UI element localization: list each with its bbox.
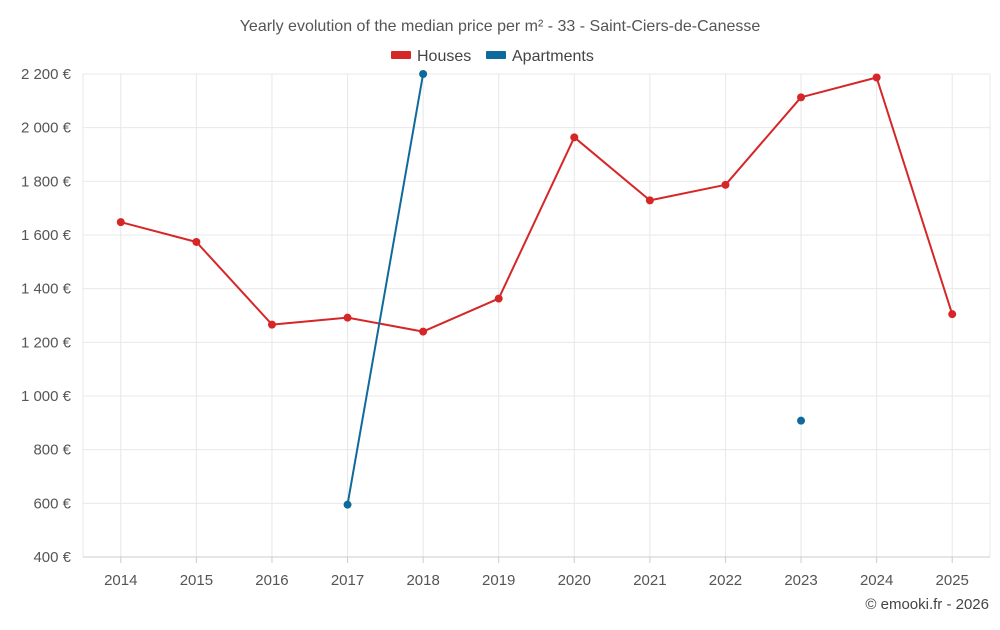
legend: Houses Apartments bbox=[391, 48, 594, 65]
data-point-houses[interactable] bbox=[419, 327, 428, 336]
x-tick-label: 2025 bbox=[936, 572, 969, 589]
data-point-houses[interactable] bbox=[721, 180, 730, 189]
x-tick-label: 2018 bbox=[406, 572, 439, 589]
y-tick-label: 600 € bbox=[33, 495, 71, 512]
y-tick-label: 1 600 € bbox=[21, 227, 72, 244]
data-point-houses[interactable] bbox=[116, 218, 125, 227]
y-axis-ticks: 400 € 600 € 800 € 1 000 € 1 200 € 1 400 € 1 60… bbox=[21, 66, 72, 566]
data-point-houses[interactable] bbox=[645, 196, 654, 205]
x-tick-label: 2016 bbox=[255, 572, 288, 589]
data-point-houses[interactable] bbox=[570, 133, 579, 142]
x-tick-label: 2014 bbox=[104, 572, 137, 589]
series-apartments bbox=[343, 70, 806, 509]
legend-label-apartments[interactable]: Apartments bbox=[512, 48, 594, 65]
chart-title: Yearly evolution of the median price per… bbox=[240, 18, 761, 35]
x-tick-label: 2024 bbox=[860, 572, 893, 589]
x-tick-label: 2023 bbox=[784, 572, 817, 589]
x-tick-label: 2022 bbox=[709, 572, 742, 589]
data-point-houses[interactable] bbox=[343, 313, 352, 322]
x-tick-label: 2019 bbox=[482, 572, 515, 589]
series-houses bbox=[116, 73, 957, 336]
data-point-apartments[interactable] bbox=[419, 70, 428, 78]
series-layer bbox=[116, 70, 957, 509]
x-tick-label: 2017 bbox=[331, 572, 364, 589]
legend-swatch-houses bbox=[391, 51, 411, 59]
y-tick-label: 1 800 € bbox=[21, 173, 72, 190]
x-tick-label: 2020 bbox=[558, 572, 591, 589]
y-tick-label: 1 200 € bbox=[21, 334, 72, 351]
y-tick-label: 800 € bbox=[33, 442, 71, 459]
series-line-apartments bbox=[346, 73, 425, 505]
y-tick-label: 2 000 € bbox=[21, 120, 72, 137]
data-point-houses[interactable] bbox=[797, 93, 806, 102]
data-point-houses[interactable] bbox=[872, 73, 881, 82]
x-tick-label: 2015 bbox=[180, 572, 213, 589]
y-tick-label: 2 200 € bbox=[21, 66, 72, 83]
series-line-houses bbox=[120, 76, 954, 333]
y-tick-label: 1 400 € bbox=[21, 281, 72, 298]
grid bbox=[82, 73, 991, 558]
legend-label-houses[interactable]: Houses bbox=[417, 48, 471, 65]
data-point-houses[interactable] bbox=[948, 310, 957, 319]
y-tick-label: 1 000 € bbox=[21, 388, 72, 405]
x-axis-ticks: 2014 2015 2016 2017 2018 2019 2020 2021 2022 2023… bbox=[104, 557, 969, 589]
data-point-apartments[interactable] bbox=[797, 416, 806, 425]
y-tick-label: 400 € bbox=[33, 549, 71, 566]
data-point-houses[interactable] bbox=[267, 320, 276, 329]
x-tick-label: 2021 bbox=[633, 572, 666, 589]
data-point-houses[interactable] bbox=[494, 294, 503, 303]
legend-swatch-apartments bbox=[486, 51, 506, 59]
credit-text: © emooki.fr - 2026 bbox=[865, 596, 989, 613]
data-point-houses[interactable] bbox=[192, 237, 201, 246]
data-point-apartments[interactable] bbox=[343, 500, 352, 509]
